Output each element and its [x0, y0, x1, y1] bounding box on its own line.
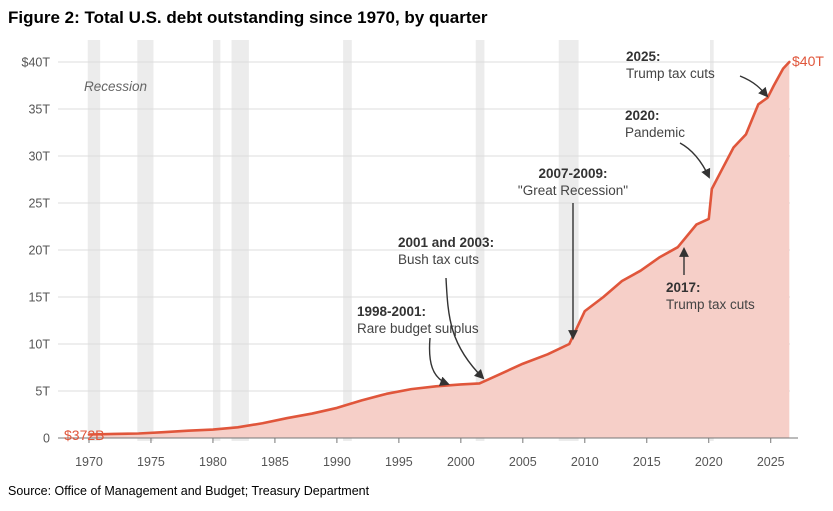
axes: 1970 1975 1980 1985 1990 1995 2000 2005 2010 2015… — [58, 437, 798, 469]
annotation-title: 2025: — [626, 49, 661, 64]
y-tick-label: 25T — [28, 197, 50, 211]
x-tick-label: 1995 — [385, 455, 413, 469]
x-tick-label: 1980 — [199, 455, 227, 469]
x-tick-label: 2000 — [447, 455, 475, 469]
figure-source: Source: Office of Management and Budget;… — [8, 484, 370, 498]
annotation-text: Trump tax cuts — [626, 66, 715, 81]
annotation-arrow — [739, 75, 769, 98]
x-tick-label: 2005 — [509, 455, 537, 469]
x-tick-label: 1985 — [261, 455, 289, 469]
recession-label: Recession — [84, 79, 147, 94]
x-tick-label: 2025 — [757, 455, 785, 469]
y-tick-label: $40T — [22, 56, 51, 70]
y-tick-label: 20T — [28, 244, 50, 258]
annotation-title: 1998-2001: — [357, 304, 426, 319]
recession-band — [212, 40, 221, 441]
x-tick-label: 2010 — [571, 455, 599, 469]
annotation-title: 2020: — [625, 108, 660, 123]
annotation-text: Trump tax cuts — [666, 297, 755, 312]
annotation-title: 2017: — [666, 280, 701, 295]
y-tick-label: 10T — [28, 338, 50, 352]
debt-line — [87, 60, 791, 436]
recession-band — [343, 40, 352, 441]
y-tick-label: 15T — [28, 291, 50, 305]
recession-band — [87, 40, 101, 441]
recession-band — [137, 40, 154, 441]
annotation-text: "Great Recession" — [518, 183, 628, 198]
x-tick-label: 1975 — [137, 455, 165, 469]
annotation-arrow — [445, 277, 485, 380]
recession-bands — [87, 40, 714, 441]
annotation-text: Bush tax cuts — [398, 252, 479, 267]
y-tick-label: 5T — [35, 385, 50, 399]
y-tick-label: 35T — [28, 103, 50, 117]
annotation-title: 2007-2009: — [538, 166, 607, 181]
x-tick-label: 1970 — [75, 455, 103, 469]
annotation-text: Rare budget surplus — [357, 321, 479, 336]
recession-band — [475, 40, 485, 441]
start-value-label: $372B — [64, 427, 104, 443]
x-tick-label: 1990 — [323, 455, 351, 469]
debt-area — [88, 62, 790, 438]
annotations: Recession $372B $40T 1998-2001: Rare budget … — [64, 49, 824, 443]
debt-area-layer — [88, 62, 790, 438]
figure-title: Figure 2: Total U.S. debt outstanding si… — [8, 8, 488, 27]
debt-line-layer — [87, 60, 791, 436]
x-tick-label: 2015 — [633, 455, 661, 469]
y-tick-label: 0 — [43, 432, 50, 446]
annotation-title: 2001 and 2003: — [398, 235, 494, 250]
recession-band — [231, 40, 249, 441]
annotation-text: Pandemic — [625, 125, 685, 140]
x-tick-label: 2020 — [695, 455, 723, 469]
annotation-arrow — [428, 337, 450, 386]
annotation-arrow — [679, 142, 711, 179]
y-tick-label: 30T — [28, 150, 50, 164]
end-value-label: $40T — [792, 53, 824, 69]
